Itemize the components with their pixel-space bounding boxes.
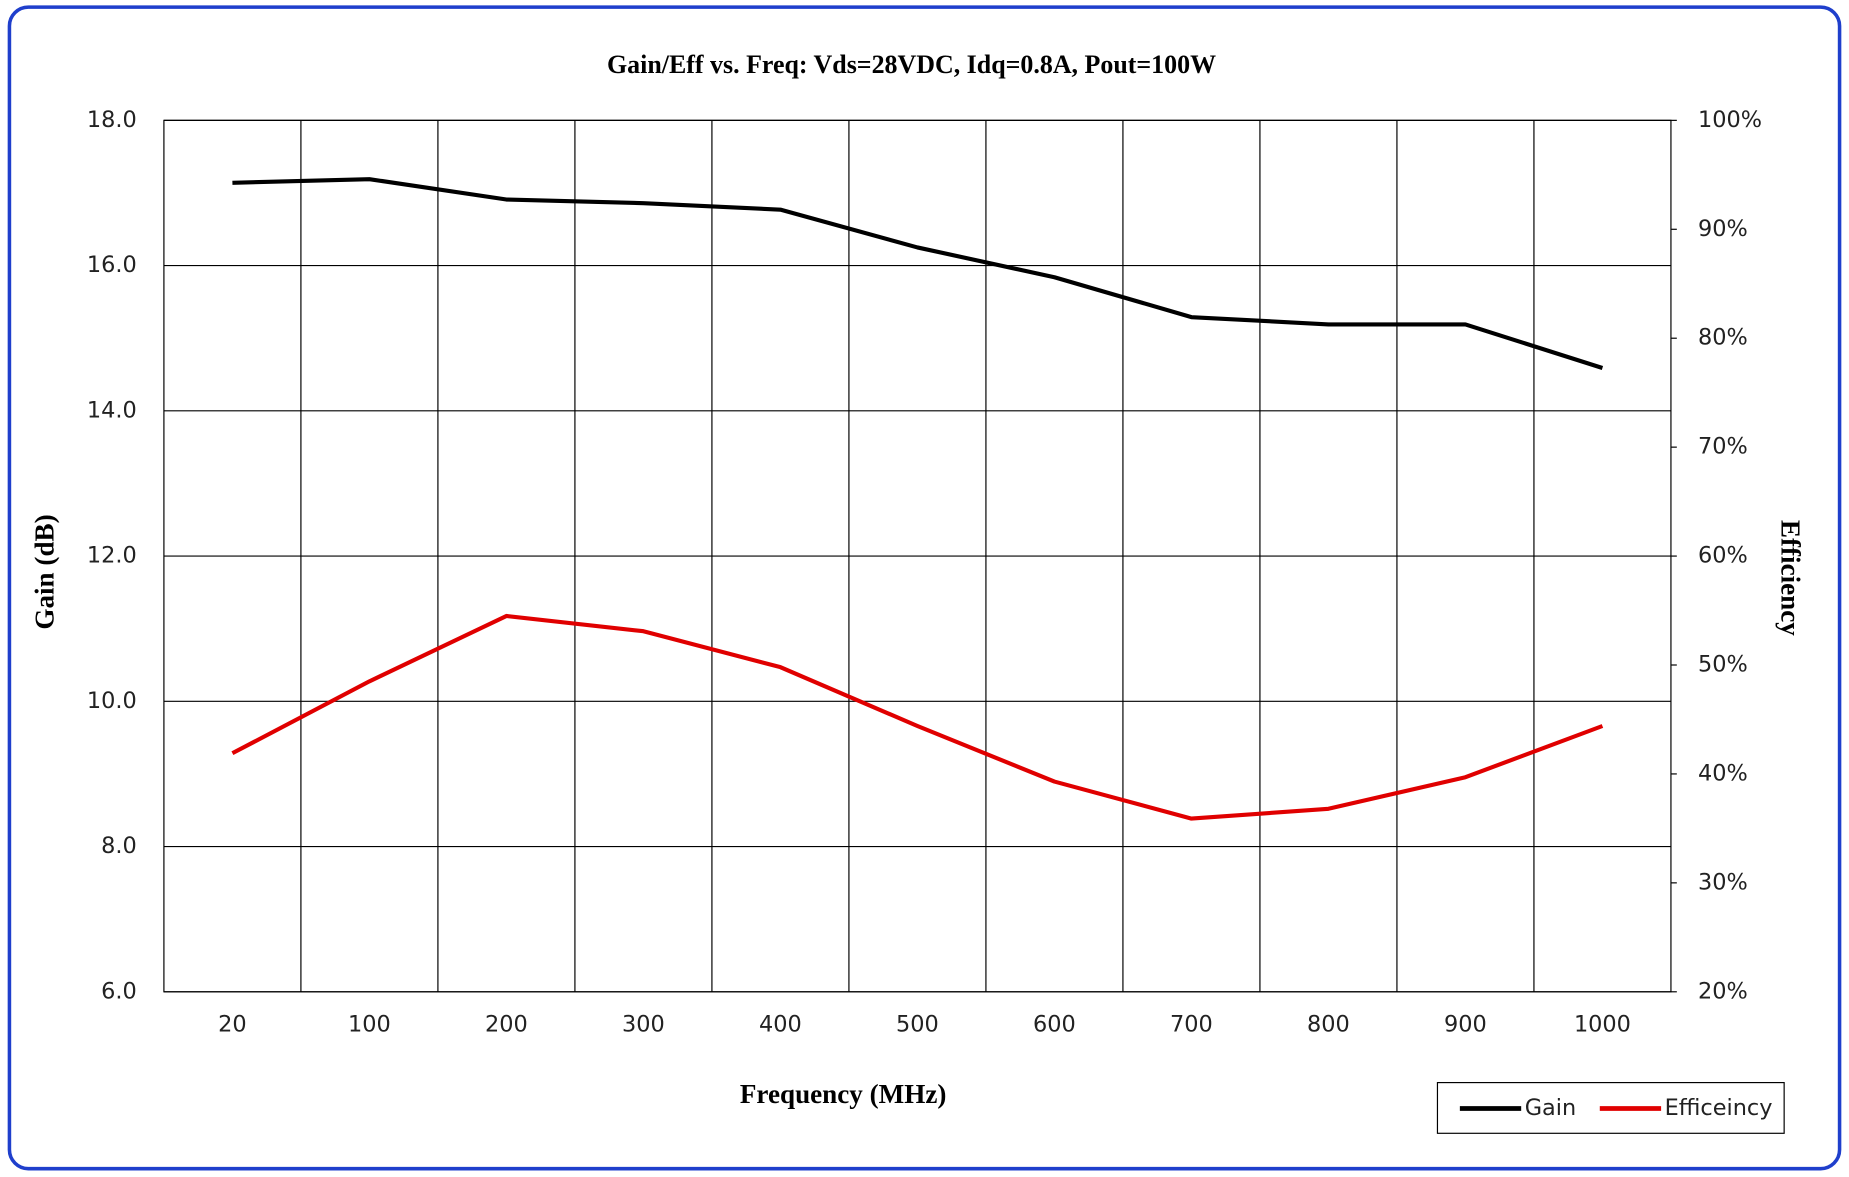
x-tick-label: 200 bbox=[485, 1011, 528, 1037]
y-tick-label: 16.0 bbox=[87, 252, 137, 278]
y2-tick-label: 30% bbox=[1698, 869, 1748, 895]
legend-label: Efficeincy bbox=[1665, 1095, 1773, 1121]
line-series bbox=[231, 613, 1604, 821]
x-tick-label: 1000 bbox=[1574, 1011, 1631, 1037]
y-axis-title: Gain (dB) bbox=[29, 514, 59, 629]
y2-tick-label: 20% bbox=[1698, 978, 1748, 1004]
x-tick-label: 100 bbox=[348, 1011, 391, 1037]
y2-tick-label: 40% bbox=[1698, 760, 1748, 786]
x-tick-label: 300 bbox=[622, 1011, 665, 1037]
y2-tick-label: 90% bbox=[1698, 216, 1748, 242]
legend-label: Gain bbox=[1525, 1095, 1576, 1121]
y2-tick-label: 80% bbox=[1698, 325, 1748, 351]
y2-tick-label: 50% bbox=[1698, 652, 1748, 678]
y2-tick-label: 70% bbox=[1698, 434, 1748, 460]
y-tick-label: 10.0 bbox=[87, 688, 137, 714]
y-tick-label: 18.0 bbox=[87, 107, 137, 133]
y-tick-label: 8.0 bbox=[101, 833, 137, 859]
x-tick-label: 20 bbox=[218, 1011, 246, 1037]
x-tick-label: 600 bbox=[1033, 1011, 1076, 1037]
y-tick-label: 14.0 bbox=[87, 397, 137, 423]
chart-title: Gain/Eff vs. Freq: Vds=28VDC, Idq=0.8A, … bbox=[607, 50, 1216, 79]
x-tick-label: 400 bbox=[759, 1011, 802, 1037]
y2-axis-title: Efficiency bbox=[1775, 520, 1805, 636]
y-tick-label: 6.0 bbox=[101, 978, 137, 1004]
x-axis-title: Frequency (MHz) bbox=[740, 1079, 947, 1109]
x-tick-label: 800 bbox=[1307, 1011, 1350, 1037]
line-series bbox=[232, 177, 1604, 370]
x-tick-label: 700 bbox=[1170, 1011, 1213, 1037]
x-tick-label: 900 bbox=[1444, 1011, 1487, 1037]
y-tick-label: 12.0 bbox=[87, 543, 137, 569]
y2-tick-label: 60% bbox=[1698, 543, 1748, 569]
y2-tick-label: 100% bbox=[1698, 107, 1762, 133]
x-tick-label: 500 bbox=[896, 1011, 939, 1037]
